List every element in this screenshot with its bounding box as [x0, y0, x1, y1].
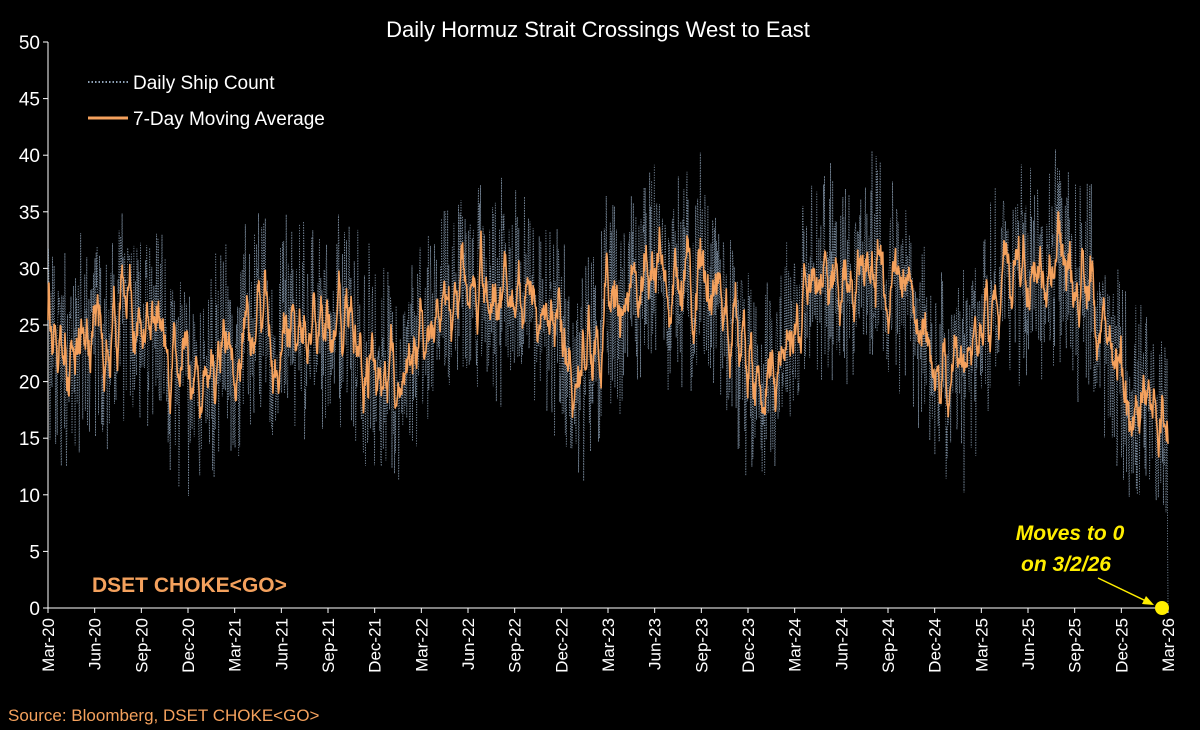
x-tick-label: Sep-24 [879, 618, 898, 673]
y-tick-label: 25 [19, 316, 40, 337]
y-tick-label: 45 [19, 90, 40, 111]
x-tick-label: Sep-25 [1066, 618, 1085, 673]
x-tick-label: Mar-23 [599, 618, 618, 672]
x-tick-label: Dec-24 [926, 618, 945, 673]
line-daily-ship-count [47, 149, 1169, 609]
legend: Daily Ship Count 7-Day Moving Average [88, 73, 325, 130]
x-tick-label: Sep-20 [132, 618, 151, 673]
y-tick-label: 5 [29, 542, 40, 563]
x-tick-label: Mar-21 [226, 618, 245, 672]
y-tick-label: 35 [19, 203, 40, 224]
callout-line-1: Moves to 0 [1016, 522, 1125, 545]
legend-label-ma: 7-Day Moving Average [133, 109, 325, 130]
x-tick-label: Jun-21 [272, 618, 291, 670]
callout-line-2: on 3/2/26 [1021, 553, 1111, 576]
x-tick-label: Dec-20 [179, 618, 198, 673]
x-tick-label: Mar-20 [39, 618, 58, 672]
x-tick-label: Mar-26 [1159, 618, 1178, 672]
y-tick-label: 50 [19, 33, 40, 54]
x-tick-label: Mar-25 [972, 618, 991, 672]
line-moving-average [47, 211, 1169, 458]
x-tick-label: Sep-23 [692, 618, 711, 673]
x-tick-label: Jun-24 [832, 618, 851, 670]
y-tick-label: 40 [19, 146, 40, 167]
x-tick-label: Dec-22 [552, 618, 571, 673]
series-daily-ship-count [47, 149, 1169, 609]
callout-arrow-line [1097, 577, 1149, 603]
legend-label-daily: Daily Ship Count [133, 73, 275, 94]
chart-title: Daily Hormuz Strait Crossings West to Ea… [386, 17, 810, 42]
x-tick-label: Jun-20 [86, 618, 105, 670]
x-tick-label: Dec-25 [1112, 618, 1131, 673]
x-tick-label: Jun-23 [646, 618, 665, 670]
source-note: Source: Bloomberg, DSET CHOKE<GO> [8, 706, 320, 725]
x-tick-label: Sep-22 [506, 618, 525, 673]
y-tick-label: 30 [19, 259, 40, 280]
y-tick-label: 10 [19, 486, 40, 507]
x-axis: Mar-20 Jun-20 Sep-20 Dec-20 Mar-21 Jun-21 Sep-… [39, 607, 1178, 673]
x-tick-label: Dec-21 [366, 618, 385, 673]
x-tick-label: Mar-22 [412, 618, 431, 672]
final-point-marker [1155, 601, 1169, 615]
series-moving-average [47, 211, 1169, 458]
y-tick-label: 20 [19, 373, 40, 394]
x-tick-label: Mar-24 [786, 618, 805, 672]
y-tick-label: 0 [29, 599, 40, 620]
callout-arrow-head [1142, 596, 1154, 605]
x-tick-label: Jun-25 [1019, 618, 1038, 670]
x-tick-label: Dec-23 [739, 618, 758, 673]
x-tick-label: Sep-21 [319, 618, 338, 673]
y-axis: 0 5 10 15 20 25 30 35 40 45 50 [19, 33, 49, 620]
watermark-text: DSET CHOKE<GO> [92, 574, 287, 597]
y-tick-label: 15 [19, 429, 40, 450]
x-tick-label: Jun-22 [459, 618, 478, 670]
